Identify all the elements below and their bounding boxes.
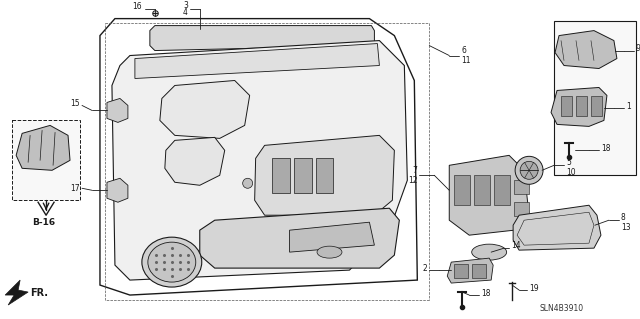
Ellipse shape — [142, 237, 202, 287]
Polygon shape — [551, 87, 607, 126]
Text: 10: 10 — [566, 168, 575, 177]
Text: 18: 18 — [601, 144, 611, 153]
Polygon shape — [200, 208, 399, 268]
Text: 5: 5 — [566, 158, 571, 167]
Text: 13: 13 — [621, 223, 630, 232]
Polygon shape — [165, 137, 225, 185]
Bar — [554, 21, 636, 175]
Bar — [474, 175, 490, 205]
Polygon shape — [449, 155, 529, 235]
Text: 12: 12 — [408, 176, 417, 185]
Polygon shape — [16, 125, 70, 170]
Bar — [472, 264, 486, 278]
Bar — [561, 96, 572, 116]
Text: 9: 9 — [636, 44, 640, 53]
Ellipse shape — [472, 244, 507, 260]
Text: 8: 8 — [621, 213, 626, 222]
Bar — [271, 158, 289, 193]
Bar — [514, 202, 529, 216]
Polygon shape — [555, 31, 617, 69]
Polygon shape — [107, 99, 128, 122]
Bar — [12, 120, 80, 200]
Bar — [576, 96, 587, 116]
Polygon shape — [150, 26, 374, 50]
Text: 3: 3 — [183, 1, 188, 10]
Ellipse shape — [148, 242, 196, 282]
Bar — [591, 96, 602, 116]
Text: 6: 6 — [461, 46, 466, 55]
Polygon shape — [513, 205, 601, 250]
Polygon shape — [289, 222, 374, 252]
Text: FR.: FR. — [30, 288, 48, 298]
Bar — [494, 175, 510, 205]
Polygon shape — [107, 178, 128, 202]
Polygon shape — [255, 135, 394, 215]
Text: 4: 4 — [183, 8, 188, 17]
Text: 17: 17 — [70, 184, 80, 193]
Bar — [454, 175, 470, 205]
Circle shape — [515, 156, 543, 184]
Bar — [316, 158, 333, 193]
Text: 11: 11 — [461, 56, 471, 65]
Text: 19: 19 — [529, 284, 539, 293]
Polygon shape — [112, 41, 407, 280]
Circle shape — [243, 178, 253, 188]
Text: 16: 16 — [132, 2, 142, 11]
Polygon shape — [447, 258, 493, 283]
Text: SLN4B3910: SLN4B3910 — [539, 303, 583, 313]
Text: B-16: B-16 — [32, 218, 55, 227]
Circle shape — [520, 161, 538, 179]
Text: 18: 18 — [481, 289, 491, 298]
Polygon shape — [160, 80, 250, 138]
Text: 2: 2 — [422, 263, 428, 273]
Polygon shape — [5, 280, 28, 305]
Bar — [514, 180, 529, 194]
Bar — [454, 264, 468, 278]
Polygon shape — [135, 44, 380, 78]
Bar — [294, 158, 312, 193]
Text: 14: 14 — [511, 241, 521, 250]
Text: 7: 7 — [412, 166, 417, 175]
Text: 1: 1 — [626, 102, 630, 111]
Ellipse shape — [317, 246, 342, 258]
Text: 15: 15 — [70, 99, 80, 108]
